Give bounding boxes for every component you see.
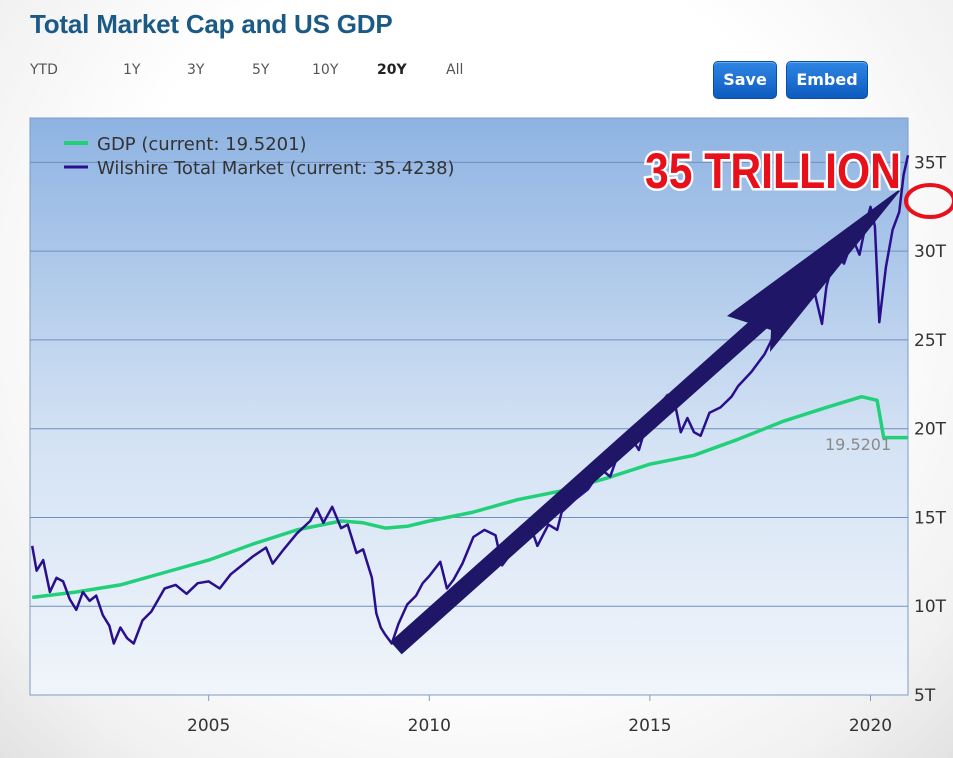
headline-annotation: 35 TRILLION	[645, 143, 901, 199]
y-tick-label: 20T	[914, 420, 947, 440]
y-tick-label: 25T	[914, 331, 947, 351]
y-tick-label: 10T	[914, 597, 947, 617]
range-tab-10y[interactable]: 10Y	[312, 62, 339, 78]
y-tick-label: 5T	[914, 686, 936, 706]
y-tick-label: 30T	[914, 242, 947, 262]
legend-label-wilshire: Wilshire Total Market (current: 35.4238)	[97, 158, 455, 179]
range-tab-ytd[interactable]: YTD	[30, 62, 58, 78]
x-tick-label: 2010	[408, 716, 451, 736]
range-tab-3y[interactable]: 3Y	[187, 62, 205, 78]
page-title: Total Market Cap and US GDP	[30, 9, 393, 39]
y-axis-ticks: 5T 10T 15T 20T 25T 30T 35T	[914, 153, 947, 706]
y-tick-label: 35T	[914, 153, 947, 173]
y-tick-label: 15T	[914, 508, 947, 528]
highlight-circle	[904, 183, 953, 219]
trend-arrow	[390, 186, 904, 655]
save-button[interactable]: Save	[713, 61, 777, 99]
x-tick-label: 2015	[628, 716, 671, 736]
range-tab-5y[interactable]: 5Y	[252, 62, 270, 78]
legend: GDP (current: 19.5201) Wilshire Total Ma…	[64, 134, 455, 179]
x-tick-label: 2005	[187, 716, 230, 736]
trend-arrow-head	[727, 186, 904, 352]
x-tick-label: 2020	[849, 716, 892, 736]
embed-button[interactable]: Embed	[786, 61, 868, 99]
range-tab-1y[interactable]: 1Y	[123, 62, 141, 78]
legend-label-gdp: GDP (current: 19.5201)	[97, 134, 307, 155]
plot-area	[29, 117, 909, 696]
range-tab-20y[interactable]: 20Y	[377, 62, 407, 78]
series-line-gdp	[31, 394, 908, 600]
gdp-last-value-label: 19.5201	[825, 435, 891, 454]
x-axis-ticks: 2005 2010 2015 2020	[187, 695, 892, 736]
range-tab-all[interactable]: All	[446, 62, 464, 78]
range-tabs: YTD 1Y 3Y 5Y 10Y 20Y All	[30, 62, 500, 86]
